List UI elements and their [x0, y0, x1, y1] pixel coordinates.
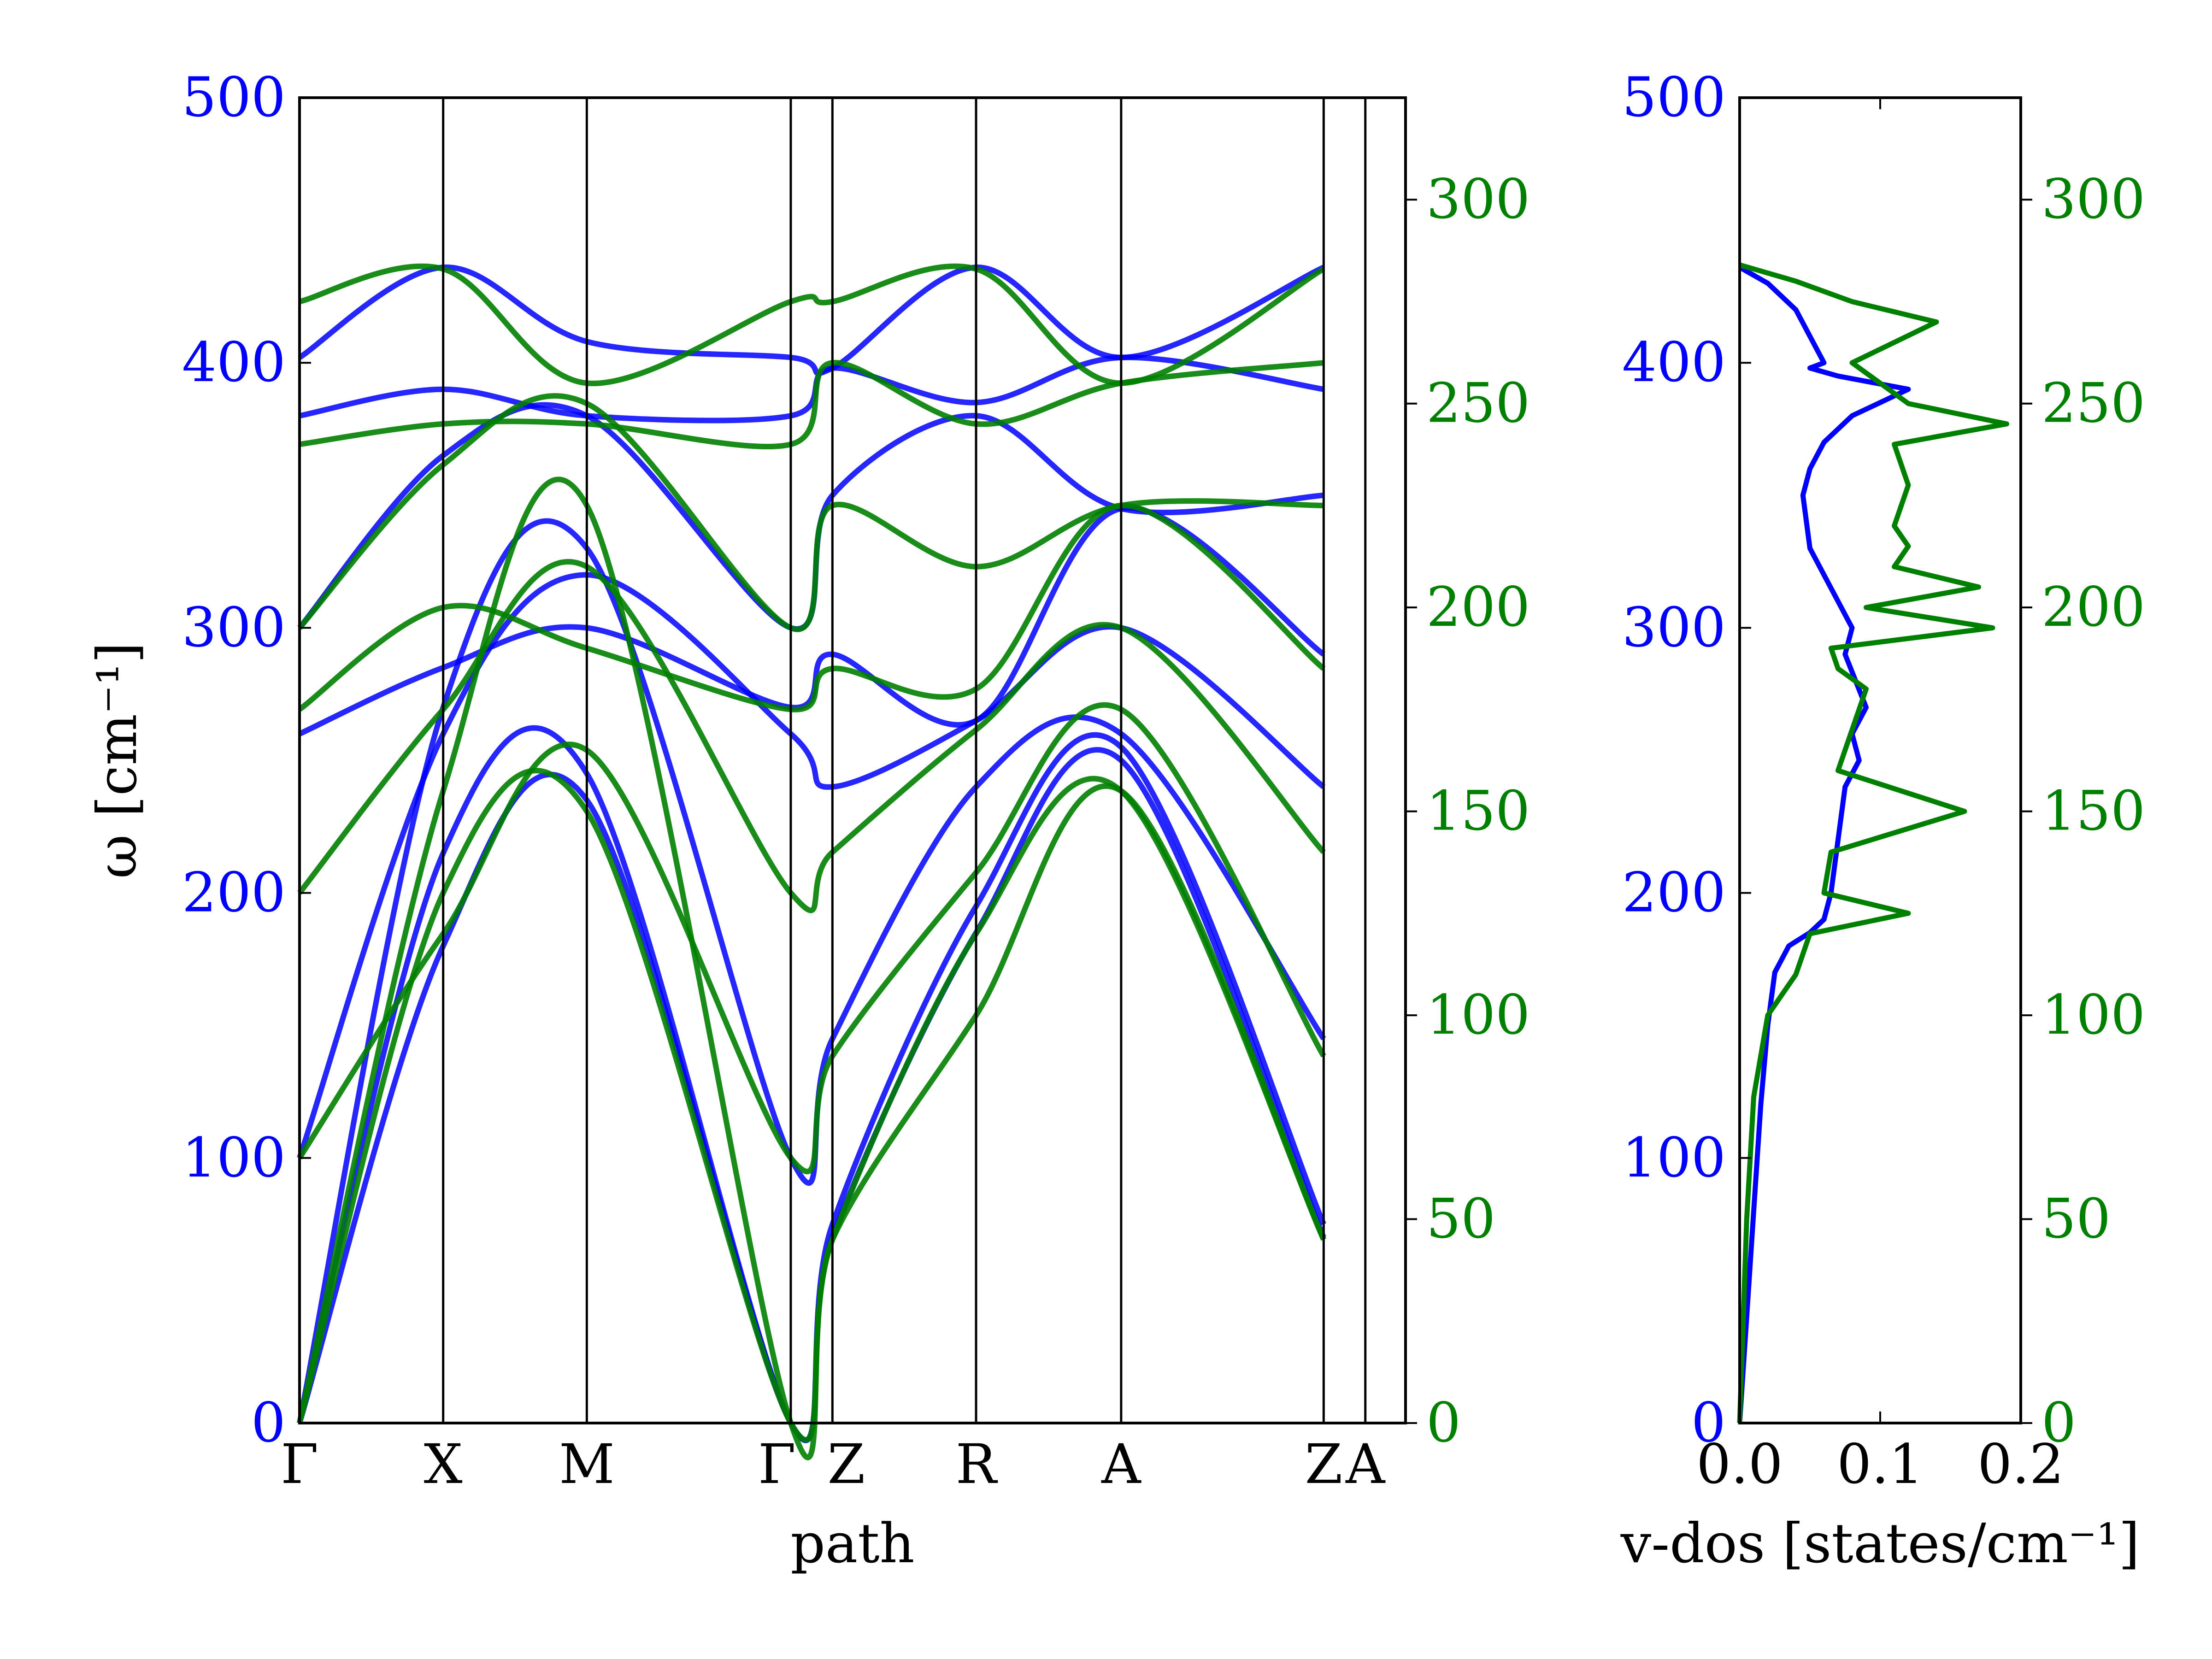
dos-left-tick-label: 500 — [1622, 65, 1726, 129]
dispersion-series-8 — [298, 265, 1325, 377]
x-tick-label: A — [1345, 1432, 1386, 1496]
left-tick-label: 200 — [182, 861, 286, 924]
left-tick-label: 0 — [251, 1391, 286, 1454]
dos-x-tick-label: 0.2 — [1977, 1432, 2064, 1496]
left-tick-label: 300 — [182, 595, 286, 659]
dos-left-tick-label: 400 — [1622, 330, 1726, 394]
dos-x-ticks: 0.0 0.1 0.2 — [1696, 98, 2064, 1496]
dos-series-group — [1737, 262, 2009, 1424]
dos-xlabel: v-dos [states/cm⁻¹] — [1620, 1512, 2140, 1575]
right-tick-label: 200 — [1426, 575, 1530, 639]
dispersion-series-14 — [297, 393, 1324, 632]
x-tick-label: R — [956, 1432, 998, 1496]
dispersion-series-16 — [299, 263, 1325, 386]
left-tick-label: 100 — [182, 1126, 286, 1189]
dos-right-tick-label: 250 — [2041, 371, 2145, 435]
dispersion-series-12 — [297, 559, 1326, 913]
dos-right-tick-label: 100 — [2041, 983, 2145, 1047]
right-tick-label: 0 — [1426, 1391, 1461, 1454]
dispersion-right-ticks: 0 50 100 150 200 250 300 — [1406, 167, 1530, 1454]
x-tick-label: Γ — [281, 1432, 318, 1496]
dispersion-frame — [298, 96, 1407, 1424]
dos-right-ticks: 0 50 100 150 200 250 300 — [2021, 167, 2145, 1454]
x-tick-label: Z — [827, 1432, 865, 1496]
right-tick-label: 100 — [1426, 983, 1530, 1047]
right-tick-label: 50 — [1426, 1187, 1495, 1251]
dispersion-panel: 0 100 200 300 400 500 0 50 100 150 200 250 300 Γ X M Γ… — [85, 65, 1530, 1575]
dos-series-1 — [1737, 265, 1911, 1424]
dos-left-tick-label: 300 — [1622, 595, 1726, 659]
right-tick-label: 300 — [1426, 167, 1530, 231]
x-tick-label: Z — [1305, 1432, 1342, 1496]
dos-left-tick-label: 100 — [1622, 1126, 1726, 1189]
dispersion-xlabel: path — [790, 1512, 914, 1575]
dos-left-tick-label: 200 — [1622, 861, 1726, 924]
dos-left-tick-label: 0 — [1691, 1391, 1726, 1454]
left-tick-label: 400 — [182, 330, 286, 394]
dos-x-tick-label: 0.1 — [1837, 1432, 1924, 1496]
dos-right-tick-label: 150 — [2041, 779, 2145, 843]
x-tick-label: Γ — [758, 1432, 796, 1496]
right-tick-label: 250 — [1426, 371, 1530, 435]
x-tick-label: X — [424, 1432, 463, 1496]
dos-x-tick-label: 0.0 — [1696, 1432, 1783, 1496]
x-tick-label: M — [559, 1432, 615, 1496]
high-symmetry-lines — [442, 98, 1367, 1423]
dos-series-2 — [1737, 262, 2009, 1424]
dispersion-left-ticks: 0 100 200 300 400 500 — [182, 65, 311, 1454]
dos-right-tick-label: 0 — [2041, 1391, 2076, 1454]
dos-left-ticks: 0 100 200 300 400 500 — [1622, 65, 1751, 1454]
x-tick-label: A — [1101, 1432, 1141, 1496]
dos-right-tick-label: 50 — [2041, 1187, 2111, 1251]
right-tick-label: 150 — [1426, 779, 1530, 843]
dispersion-ylabel: ω [cm⁻¹] — [85, 642, 149, 878]
left-tick-label: 500 — [182, 65, 286, 129]
dos-right-tick-label: 300 — [2041, 167, 2145, 231]
dos-right-tick-label: 200 — [2041, 575, 2145, 639]
